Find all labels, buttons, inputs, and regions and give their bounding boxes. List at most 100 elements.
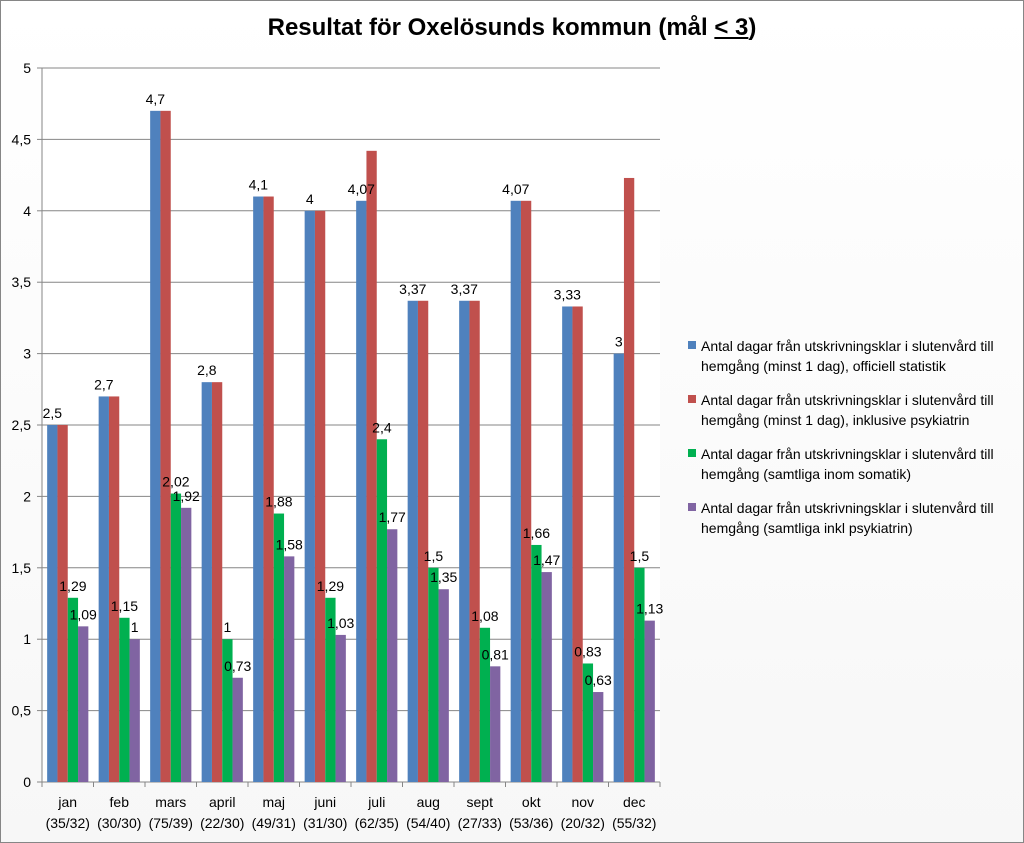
bar-sept-series-3: [479, 627, 491, 782]
bar-nov-series-4: [593, 692, 604, 782]
bar-aug-series-1: [407, 300, 418, 782]
bar-mars-series-1: [150, 110, 161, 783]
data-label: 4,07: [348, 181, 375, 197]
data-label: 2,5: [43, 405, 63, 421]
chart-title-end: ): [748, 14, 757, 41]
data-label: 1,13: [636, 601, 663, 617]
bar-april-series-4: [232, 677, 243, 782]
bar-dec-series-4: [644, 620, 655, 782]
bar-jan-series-3: [67, 597, 79, 782]
legend-label: Antal dagar från utskrivningsklar i slut…: [701, 500, 994, 536]
data-label: 4,07: [502, 181, 529, 197]
x-tick-label: jan: [57, 794, 77, 810]
bar-feb-series-4: [129, 639, 140, 782]
data-label: 3: [615, 334, 623, 350]
legend-item-1: Antal dagar från utskrivningsklar i slut…: [688, 336, 1018, 376]
bar-maj-series-3: [273, 513, 285, 782]
data-label: 0,83: [574, 643, 601, 659]
legend-swatch-icon: [688, 395, 696, 403]
x-tick-sublabel: (31/30): [303, 815, 347, 831]
data-label: 1,92: [173, 488, 200, 504]
bar-okt-series-4: [541, 572, 552, 782]
bar-mars-series-4: [181, 507, 192, 782]
data-label: 4: [306, 191, 314, 207]
bar-april-series-3: [222, 639, 233, 782]
bar-sept-series-1: [459, 300, 470, 782]
bar-jan-series-1: [47, 425, 58, 782]
bar-aug-series-3: [428, 567, 439, 782]
legend-label: Antal dagar från utskrivningsklar i slut…: [701, 338, 994, 374]
data-label: 0,81: [482, 646, 509, 662]
data-label: 2,7: [94, 376, 114, 392]
x-tick-label: nov: [571, 794, 594, 810]
data-label: 2,02: [162, 474, 189, 490]
bar-dec-series-2: [623, 177, 635, 782]
x-tick-sublabel: (27/33): [458, 815, 502, 831]
data-label: 1: [131, 619, 139, 635]
x-tick-label: sept: [467, 794, 494, 810]
bar-maj-series-2: [263, 196, 274, 782]
bar-maj-series-4: [284, 556, 295, 782]
y-tick-label: 3: [23, 346, 31, 362]
bar-okt-series-1: [510, 200, 521, 782]
data-label: 3,33: [554, 286, 581, 302]
bar-sept-series-2: [469, 300, 480, 782]
legend: Antal dagar från utskrivningsklar i slut…: [688, 336, 1018, 552]
bar-juli-series-2: [366, 150, 377, 783]
data-label: 1,29: [317, 578, 344, 594]
chart-title-main: Resultat för Oxelösunds kommun (mål: [267, 14, 715, 41]
y-tick-label: 2: [23, 488, 31, 504]
bar-april-series-2: [211, 382, 223, 782]
y-tick-label: 0: [23, 774, 31, 790]
data-label: 2,8: [197, 362, 217, 378]
bar-juli-series-3: [376, 439, 388, 782]
x-tick-label: aug: [417, 794, 440, 810]
y-tick-label: 3,5: [12, 274, 32, 290]
data-label: 1: [224, 619, 232, 635]
data-label: 0,63: [585, 672, 612, 688]
y-tick-label: 2,5: [12, 417, 32, 433]
x-tick-label: maj: [262, 794, 285, 810]
x-tick-sublabel: (55/32): [612, 815, 656, 831]
data-label: 4,1: [249, 177, 269, 193]
x-tick-sublabel: (49/31): [252, 815, 296, 831]
bar-juli-series-4: [387, 529, 398, 782]
data-label: 1,5: [424, 548, 444, 564]
y-tick-label: 4: [23, 203, 31, 219]
x-tick-sublabel: (62/35): [355, 815, 399, 831]
data-label: 1,03: [327, 615, 354, 631]
y-tick-label: 1: [23, 631, 31, 647]
bar-nov-series-1: [562, 306, 573, 782]
x-tick-sublabel: (53/36): [509, 815, 553, 831]
bar-juni-series-4: [335, 634, 346, 782]
bar-nov-series-3: [582, 663, 594, 782]
data-label: 0,73: [224, 658, 251, 674]
data-label: 1,88: [265, 494, 292, 510]
x-tick-sublabel: (54/40): [406, 815, 450, 831]
legend-label: Antal dagar från utskrivningsklar i slut…: [701, 392, 994, 428]
data-label: 3,37: [399, 281, 426, 297]
legend-swatch-icon: [688, 503, 696, 511]
legend-item-4: Antal dagar från utskrivningsklar i slut…: [688, 498, 1018, 538]
data-label: 1,35: [430, 569, 457, 585]
x-tick-label: okt: [522, 794, 541, 810]
legend-item-2: Antal dagar från utskrivningsklar i slut…: [688, 390, 1018, 430]
legend-swatch-icon: [688, 341, 696, 349]
x-tick-label: juni: [313, 794, 336, 810]
bar-feb-series-2: [108, 396, 120, 782]
y-tick-label: 5: [23, 60, 31, 76]
data-label: 1,15: [111, 598, 138, 614]
bar-feb-series-3: [119, 617, 130, 782]
data-label: 1,66: [523, 525, 550, 541]
bar-aug-series-2: [417, 300, 429, 782]
x-tick-sublabel: (35/32): [46, 815, 90, 831]
y-tick-label: 1,5: [12, 560, 32, 576]
bar-juni-series-2: [314, 210, 326, 783]
bar-aug-series-4: [438, 589, 449, 782]
y-tick-label: 4,5: [12, 131, 32, 147]
data-label: 1,08: [471, 608, 498, 624]
bar-nov-series-2: [572, 306, 583, 782]
chart-title-underlined: < 3: [714, 14, 749, 41]
bar-jan-series-2: [57, 425, 68, 782]
bar-jan-series-4: [78, 626, 89, 782]
